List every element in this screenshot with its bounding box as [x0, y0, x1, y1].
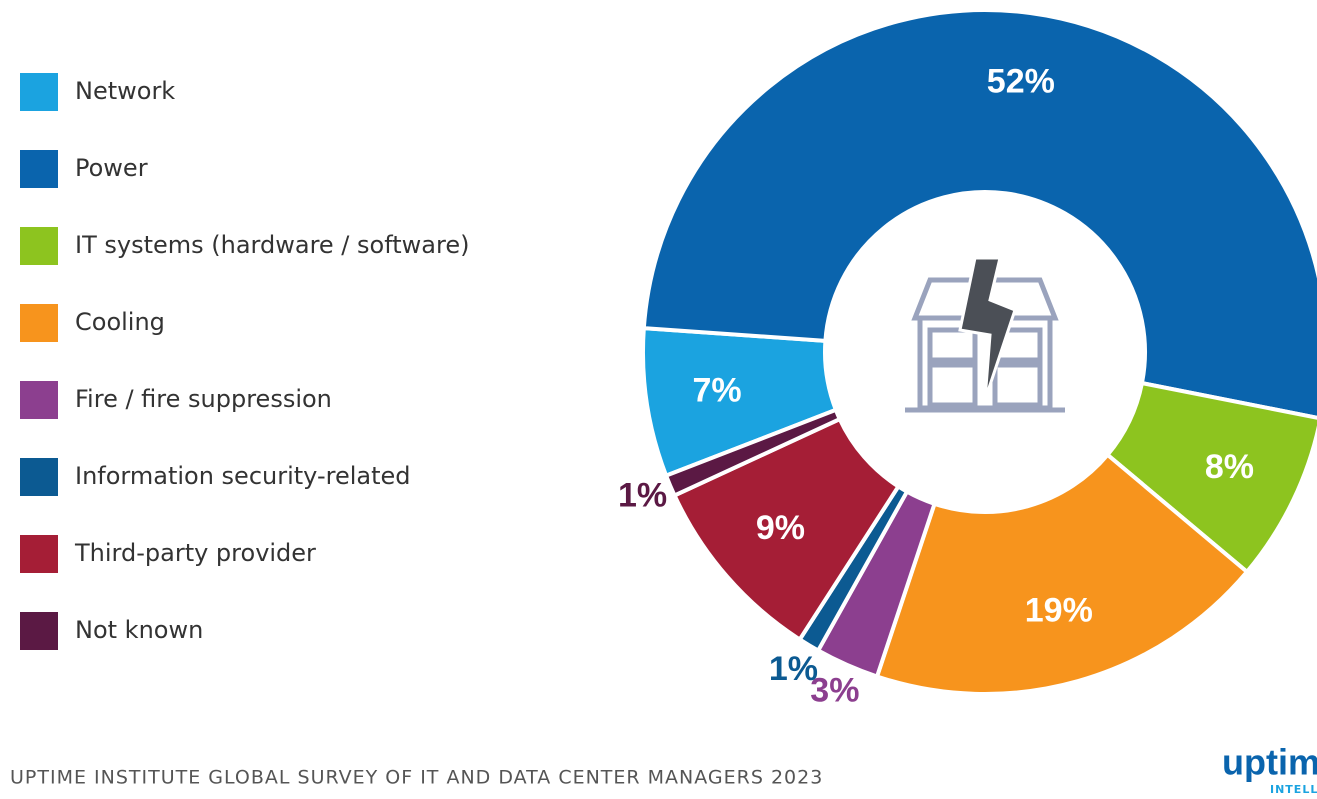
legend-swatch: [20, 227, 58, 265]
legend-label: Cooling: [75, 308, 165, 336]
legend-swatch: [20, 381, 58, 419]
legend-swatch: [20, 73, 58, 111]
slice: [641, 8, 1317, 420]
value-label: 19%: [1025, 592, 1093, 630]
legend-label: Information security-related: [75, 462, 411, 490]
slice: [663, 407, 843, 499]
value-label: 1%: [618, 476, 667, 514]
logo: uptim: [1222, 742, 1317, 783]
legend-swatch: [20, 458, 58, 496]
legend-swatch: [20, 535, 58, 573]
legend-swatch: [20, 304, 58, 342]
legend-label: IT systems (hardware / software): [75, 231, 469, 259]
legend-label: Power: [75, 154, 148, 182]
legend-swatch: [20, 150, 58, 188]
legend-label: Third-party provider: [74, 539, 316, 567]
slice: [874, 452, 1250, 696]
legend-label: Not known: [75, 616, 203, 644]
value-label: 3%: [810, 671, 859, 709]
legend-swatch: [20, 612, 58, 650]
source: UPTIME INSTITUTE GLOBAL SURVEY OF IT AND…: [10, 767, 823, 789]
legend-label: Network: [75, 77, 175, 105]
value-label: 7%: [692, 372, 741, 410]
value-label: 9%: [756, 509, 805, 547]
center-icon: [905, 256, 1065, 413]
logo-sub: INTELL: [1270, 783, 1317, 796]
legend-label: Fire / fire suppression: [75, 385, 332, 413]
value-label: 8%: [1205, 448, 1254, 486]
value-label: 52%: [987, 62, 1055, 100]
value-label: 1%: [769, 650, 818, 688]
